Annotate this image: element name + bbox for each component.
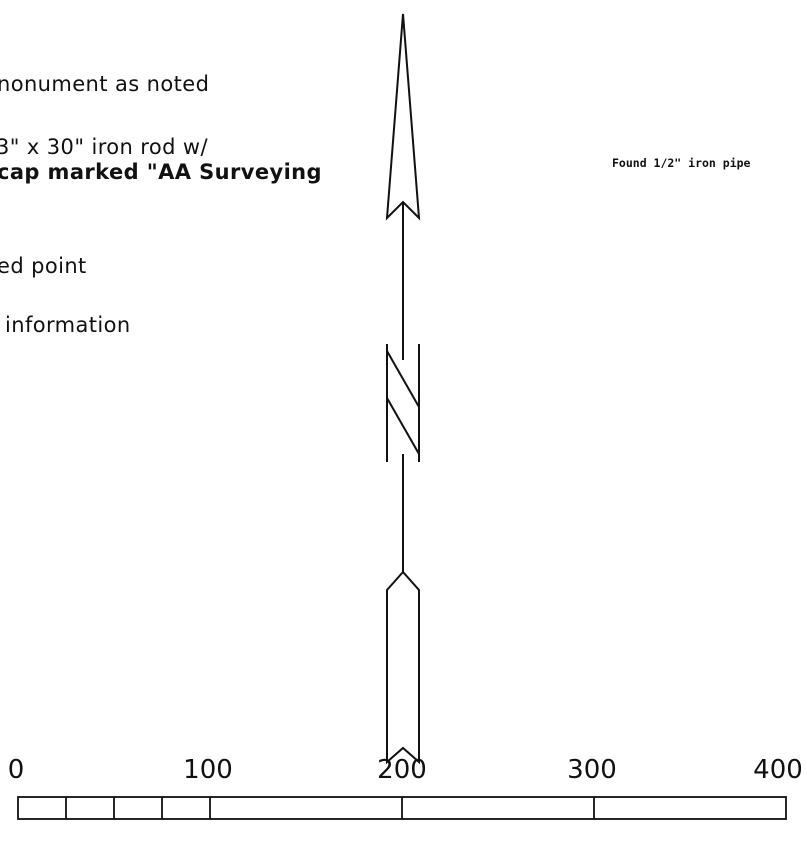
scale-bar	[17, 796, 787, 820]
north-arrow-tail	[386, 570, 420, 765]
scale-label-0: 0	[7, 755, 25, 785]
found-iron-pipe-callout: Found 1/2" iron pipe	[612, 156, 751, 170]
scale-label-400: 400	[753, 755, 803, 785]
scale-label-300: 300	[567, 755, 617, 785]
legend-rod-line2: cap marked "AA Surveying	[0, 160, 322, 184]
break-symbol	[386, 344, 420, 462]
north-arrow-head	[385, 13, 421, 221]
legend-monument-text: nonument as noted	[0, 72, 210, 96]
legend-information-text: information	[5, 313, 131, 337]
scale-label-200: 200	[377, 755, 427, 785]
scale-label-100: 100	[183, 755, 233, 785]
legend-rod-line1: 3" x 30" iron rod w/	[0, 135, 208, 159]
legend-computed-point-text: ed point	[0, 254, 87, 278]
